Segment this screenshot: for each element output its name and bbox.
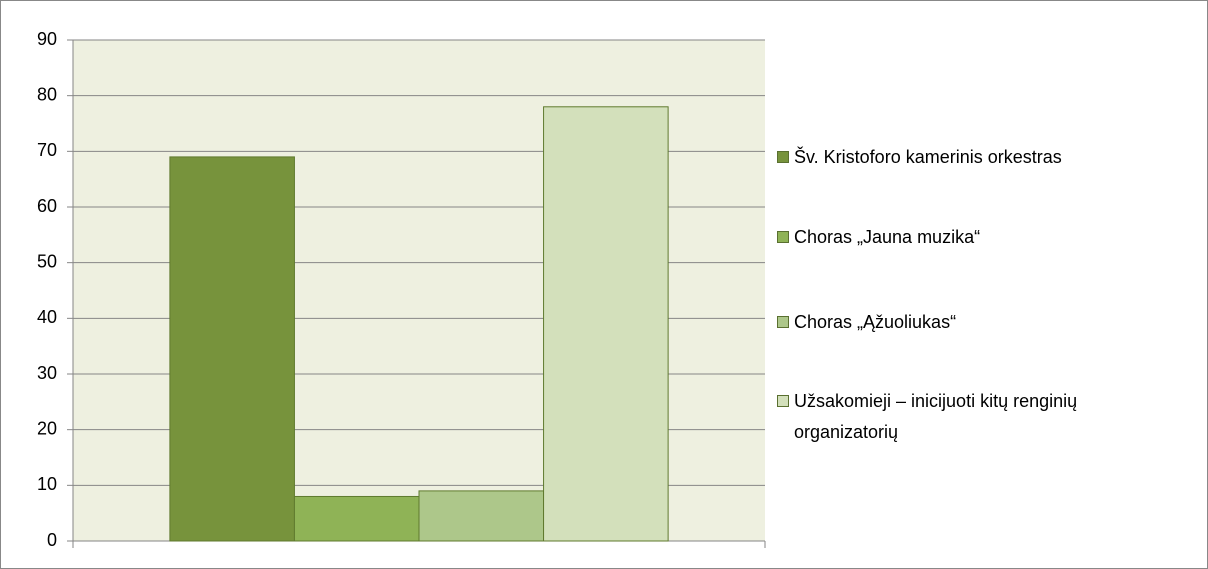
y-tick-label: 50 — [37, 251, 57, 271]
legend-label: Choras „Ąžuoliukas“ — [794, 312, 957, 332]
y-tick-label: 80 — [37, 84, 57, 104]
y-tick-label: 0 — [47, 530, 57, 550]
legend-item: Šv. Kristoforo kamerinis orkestras — [777, 142, 1139, 173]
y-tick-label: 70 — [37, 140, 57, 160]
y-tick-label: 40 — [37, 307, 57, 327]
legend-swatch — [777, 231, 789, 243]
legend-swatch — [777, 316, 789, 328]
legend-swatch — [777, 151, 789, 163]
y-tick-label: 60 — [37, 196, 57, 216]
legend-label: Choras „Jauna muzika“ — [794, 227, 981, 247]
legend-item: Choras „Jauna muzika“ — [777, 222, 1139, 253]
y-tick-label: 20 — [37, 418, 57, 438]
legend-label: Šv. Kristoforo kamerinis orkestras — [794, 147, 1062, 167]
legend-item: Choras „Ąžuoliukas“ — [777, 307, 1139, 338]
bar — [169, 156, 295, 542]
y-tick-label: 30 — [37, 363, 57, 383]
legend-swatch — [777, 395, 789, 407]
y-tick-label: 90 — [37, 29, 57, 49]
y-tick-label: 10 — [37, 474, 57, 494]
legend-item: Užsakomieji – inicijuoti kitų renginių o… — [777, 386, 1139, 448]
bar — [418, 490, 545, 542]
bar — [543, 106, 669, 542]
bar — [293, 495, 420, 542]
legend-label: Užsakomieji – inicijuoti kitų renginių o… — [794, 391, 1078, 442]
